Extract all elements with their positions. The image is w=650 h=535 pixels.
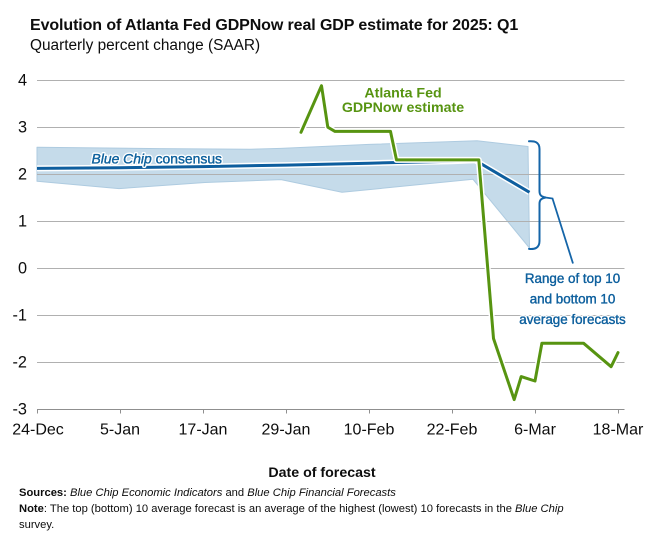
svg-text:Range of top 10: Range of top 10 xyxy=(525,271,620,286)
svg-text:average forecasts: average forecasts xyxy=(519,312,626,327)
svg-text:24-Dec: 24-Dec xyxy=(12,422,64,439)
svg-text:average forecasts: average forecasts xyxy=(519,312,626,327)
svg-text:6-Mar: 6-Mar xyxy=(514,422,556,439)
svg-text:Evolution of Atlanta Fed GDPNo: Evolution of Atlanta Fed GDPNow real GDP… xyxy=(30,17,518,34)
svg-text:4: 4 xyxy=(18,72,27,90)
svg-text:Range of top 10: Range of top 10 xyxy=(525,271,620,286)
svg-text:3: 3 xyxy=(18,119,27,137)
svg-text:1: 1 xyxy=(18,213,27,231)
svg-text:5-Jan: 5-Jan xyxy=(100,422,140,439)
svg-text:and bottom 10: and bottom 10 xyxy=(530,292,616,307)
svg-text:22-Feb: 22-Feb xyxy=(427,422,478,439)
svg-text:-3: -3 xyxy=(13,401,27,419)
svg-text:Atlanta Fed: Atlanta Fed xyxy=(364,86,441,102)
svg-text:-2: -2 xyxy=(13,354,27,372)
svg-text:Date of forecast: Date of forecast xyxy=(268,465,375,481)
svg-text:29-Jan: 29-Jan xyxy=(262,422,311,439)
svg-text:10-Feb: 10-Feb xyxy=(344,422,395,439)
svg-text:and bottom 10: and bottom 10 xyxy=(530,292,616,307)
svg-text:-1: -1 xyxy=(13,307,27,325)
svg-text:18-Mar: 18-Mar xyxy=(593,422,644,439)
svg-text:Quarterly percent change (SAAR: Quarterly percent change (SAAR) xyxy=(30,37,260,54)
svg-text:Blue Chip consensus: Blue Chip consensus xyxy=(92,151,223,167)
svg-text:17-Jan: 17-Jan xyxy=(179,422,228,439)
svg-text:Blue Chip consensus: Blue Chip consensus xyxy=(92,151,223,167)
svg-text:0: 0 xyxy=(18,260,27,278)
svg-text:GDPNow estimate: GDPNow estimate xyxy=(342,100,464,116)
svg-text:Note: The top (bottom) 10 aver: Note: The top (bottom) 10 average foreca… xyxy=(19,503,564,515)
svg-text:Sources: Blue Chip Economic In: Sources: Blue Chip Economic Indicators a… xyxy=(19,487,396,499)
svg-text:survey.: survey. xyxy=(19,519,54,531)
svg-text:2: 2 xyxy=(18,166,27,184)
